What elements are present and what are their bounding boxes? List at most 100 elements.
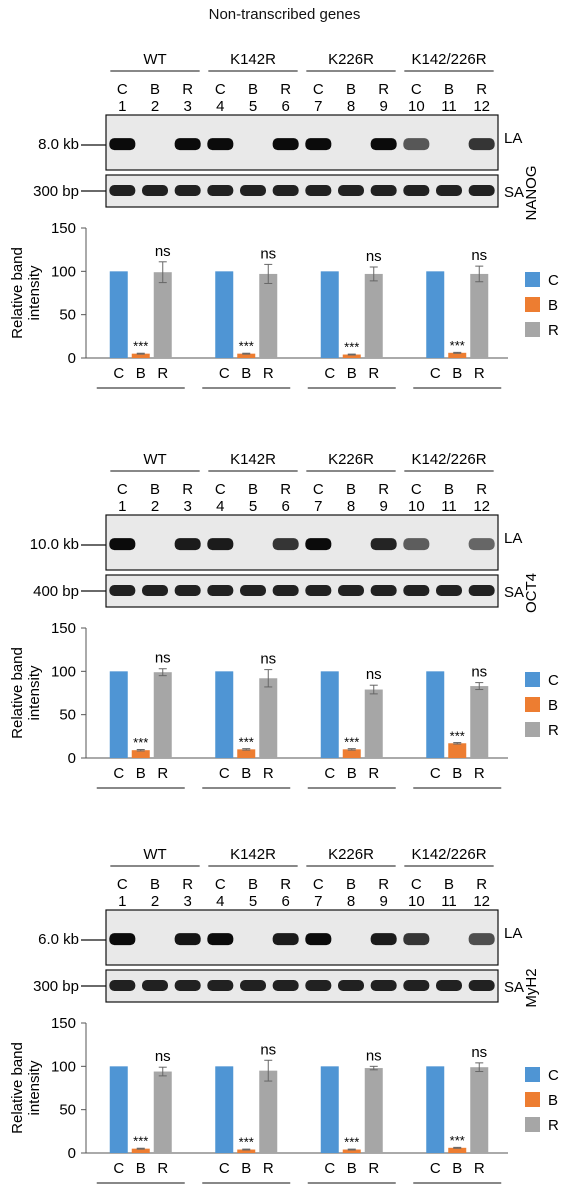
significance-restored: ns xyxy=(471,664,487,681)
gel-group-label: K142/226R xyxy=(411,51,486,68)
bar-x-label: C xyxy=(113,365,124,382)
lane-number: 11 xyxy=(441,98,457,115)
lane-letter: B xyxy=(248,81,258,98)
lane-letter: C xyxy=(313,81,324,98)
bar-c xyxy=(215,271,234,358)
sa-band xyxy=(240,585,266,596)
la-band xyxy=(207,138,234,151)
lane-letter: B xyxy=(346,876,356,893)
la-band xyxy=(403,538,430,551)
significance-restored: ns xyxy=(471,1044,487,1061)
significance-blocked: *** xyxy=(450,338,465,353)
bar-c xyxy=(320,1066,339,1153)
lane-number: 8 xyxy=(347,98,355,115)
bar-b xyxy=(237,353,256,358)
bar-x-label: B xyxy=(241,1160,251,1177)
la-size-marker: 8.0 kb xyxy=(38,136,79,153)
legend-label: R xyxy=(548,1117,559,1134)
sa-band xyxy=(403,185,430,196)
gel-group-label: K142R xyxy=(230,451,276,468)
lane-letter: B xyxy=(444,876,454,893)
la-size-marker: 10.0 kb xyxy=(30,536,79,553)
bar-r xyxy=(259,273,278,358)
bar-c xyxy=(426,271,445,358)
lane-letter: R xyxy=(476,481,487,498)
lane-number: 9 xyxy=(379,498,387,515)
sa-size-marker: 400 bp xyxy=(33,583,79,600)
lane-number: 10 xyxy=(408,498,425,515)
y-axis-label: Relative band xyxy=(9,647,26,739)
lane-letter: B xyxy=(150,81,160,98)
panel-oct4: WT K142R K226R K142/226R C 1 B 2 R 3 C 4 B 5 R 6 C 7 B 8 R 9 C… xyxy=(0,440,569,795)
sa-band xyxy=(174,185,201,196)
lane-number: 10 xyxy=(408,893,425,910)
sa-band xyxy=(109,185,136,196)
bar-c xyxy=(109,1066,128,1153)
bar-b xyxy=(131,750,150,758)
bar-c xyxy=(109,671,128,758)
lane-letter: B xyxy=(346,81,356,98)
panel-nanog: WT K142R K226R K142/226R C 1 B 2 R 3 C 4 B 5 R 6 C 7 B 8 R 9 C… xyxy=(0,40,569,395)
legend-swatch-b xyxy=(525,697,540,712)
bar-x-label: B xyxy=(347,365,357,382)
sa-band xyxy=(272,185,299,196)
bar-x-label: C xyxy=(219,365,230,382)
sa-band xyxy=(468,980,495,991)
lane-number: 1 xyxy=(118,893,126,910)
figure-title: Non-transcribed genes xyxy=(208,6,361,23)
bar-x-label: B xyxy=(347,1160,357,1177)
bar-x-label: C xyxy=(324,1160,335,1177)
lane-letter: R xyxy=(280,81,291,98)
sa-band xyxy=(468,585,495,596)
lane-number: 10 xyxy=(408,98,425,115)
lane-number: 9 xyxy=(379,893,387,910)
lane-letter: R xyxy=(182,481,193,498)
legend-label: C xyxy=(548,672,559,689)
y-axis-label: intensity xyxy=(26,1060,43,1116)
bar-b xyxy=(342,354,361,358)
bar-r xyxy=(364,1068,383,1153)
sa-band xyxy=(174,585,201,596)
significance-restored: ns xyxy=(366,666,382,683)
lane-number: 6 xyxy=(281,498,289,515)
bar-x-label: R xyxy=(474,1160,485,1177)
la-band xyxy=(174,538,201,551)
legend-swatch-r xyxy=(525,322,540,337)
bar-r xyxy=(259,1070,278,1153)
y-tick-label: 150 xyxy=(51,1015,76,1032)
sa-band xyxy=(468,185,495,196)
panel-svg: WT K142R K226R K142/226RC1B2R3C4B5R6C7B8R9C… xyxy=(9,846,559,1184)
lane-number: 8 xyxy=(347,498,355,515)
bar-x-label: B xyxy=(136,765,146,782)
significance-restored: ns xyxy=(366,248,382,265)
bar-x-label: C xyxy=(430,1160,441,1177)
y-axis-label: Relative band xyxy=(9,247,26,339)
legend-swatch-c xyxy=(525,272,540,287)
bar-b xyxy=(131,1148,150,1153)
sa-gel-frame xyxy=(105,574,499,608)
sa-band xyxy=(305,185,332,196)
bar-x-label: C xyxy=(219,1160,230,1177)
la-band-label: LA xyxy=(504,925,522,942)
sa-band xyxy=(370,185,397,196)
lane-letter: C xyxy=(411,481,422,498)
lane-letter: R xyxy=(182,81,193,98)
lane-letter: R xyxy=(182,876,193,893)
legend-label: B xyxy=(548,1092,558,1109)
panel-svg: WT K142R K226R K142/226RC1B2R3C4B5R6C7B8R9C… xyxy=(9,51,559,389)
lane-number: 2 xyxy=(151,893,159,910)
sa-band xyxy=(240,980,266,991)
significance-blocked: *** xyxy=(133,339,148,354)
sa-band xyxy=(370,585,397,596)
y-tick-label: 150 xyxy=(51,620,76,637)
sa-size-marker: 300 bp xyxy=(33,978,79,995)
bar-b xyxy=(237,1149,256,1153)
legend-label: R xyxy=(548,722,559,739)
la-band xyxy=(370,138,397,151)
bar-r xyxy=(153,1071,172,1153)
sa-band-label: SA xyxy=(504,979,524,996)
lane-number: 11 xyxy=(441,498,457,515)
bar-b xyxy=(237,749,256,758)
bar-x-label: C xyxy=(430,365,441,382)
legend-swatch-r xyxy=(525,722,540,737)
